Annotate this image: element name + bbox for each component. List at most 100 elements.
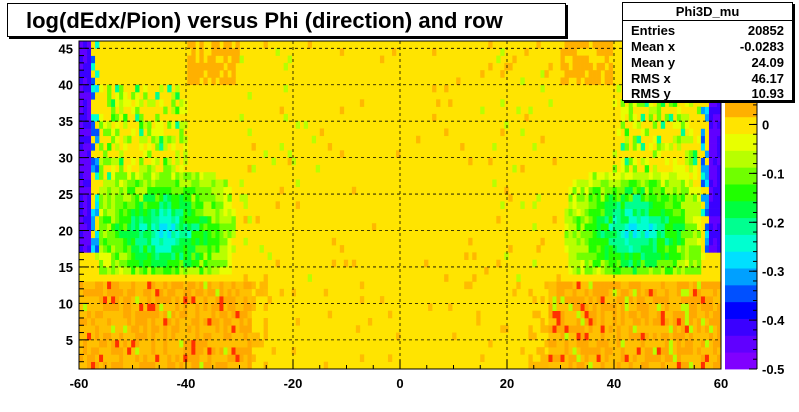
- heatmap-cell: [111, 245, 116, 253]
- heatmap-cell: [652, 303, 658, 311]
- stats-value: 46.17: [751, 71, 784, 86]
- heatmap-cell: [672, 121, 678, 129]
- heatmap-cell: [227, 194, 232, 202]
- heatmap-cell: [155, 266, 160, 275]
- heatmap-cell: [143, 150, 148, 158]
- heatmap-cell: [600, 354, 605, 363]
- heatmap-cell: [91, 41, 96, 49]
- heatmap-cell: [588, 62, 593, 71]
- heatmap-cell: [95, 135, 100, 144]
- heatmap-cell: [155, 245, 160, 253]
- heatmap-cell: [263, 281, 268, 290]
- heatmap-cell: [572, 332, 577, 341]
- palette-swatch: [725, 167, 757, 185]
- heatmap-cell: [692, 245, 698, 253]
- heatmap-cell: [187, 339, 192, 348]
- heatmap-cell: [564, 317, 569, 326]
- heatmap-cell: [179, 237, 184, 246]
- heatmap-cell: [219, 325, 224, 333]
- heatmap-cell: [243, 317, 248, 326]
- heatmap-cell: [684, 332, 690, 341]
- heatmap-cell: [588, 237, 593, 246]
- heatmap-cell: [648, 172, 654, 180]
- heatmap-cell: [684, 325, 690, 333]
- heatmap-cell: [596, 245, 601, 253]
- heatmap-cell: [584, 281, 589, 290]
- heatmap-cell: [592, 281, 597, 290]
- heatmap-cell: [223, 325, 228, 333]
- heatmap-cell: [107, 332, 112, 341]
- heatmap-cell: [628, 201, 634, 209]
- heatmap-cell: [648, 208, 654, 217]
- heatmap-cell: [195, 194, 200, 202]
- heatmap-cell: [628, 325, 634, 333]
- heatmap-cell: [632, 121, 638, 129]
- heatmap-cell: [688, 223, 694, 231]
- heatmap-cell: [323, 288, 329, 297]
- heatmap-cell: [680, 194, 686, 202]
- x-tick-label: 20: [500, 376, 514, 391]
- heatmap-cell: [616, 194, 621, 202]
- heatmap-cell: [576, 62, 581, 71]
- heatmap-cell: [572, 303, 577, 311]
- heatmap-cell: [135, 310, 140, 319]
- heatmap-cell: [672, 252, 678, 260]
- heatmap-cell: [183, 281, 188, 290]
- heatmap-cell: [688, 325, 694, 333]
- heatmap-cell: [588, 186, 593, 195]
- heatmap-cell: [83, 288, 88, 297]
- heatmap-cell: [432, 84, 437, 93]
- heatmap-cell: [199, 325, 204, 333]
- heatmap-cell: [151, 281, 156, 290]
- heatmap-cell: [564, 339, 569, 348]
- heatmap-cell: [644, 317, 650, 326]
- heatmap-cell: [572, 296, 577, 304]
- heatmap-cell: [83, 62, 88, 71]
- heatmap-cell: [107, 354, 112, 363]
- heatmap-cell: [179, 317, 184, 326]
- heatmap-cell: [183, 339, 188, 348]
- heatmap-cell: [564, 303, 569, 311]
- heatmap-cell: [135, 252, 140, 260]
- heatmap-cell: [119, 179, 124, 188]
- heatmap-cell: [624, 164, 630, 173]
- heatmap-cell: [660, 99, 666, 107]
- heatmap-cell: [684, 237, 690, 246]
- heatmap-cell: [139, 339, 144, 348]
- heatmap-cell: [588, 303, 593, 311]
- heatmap-cell: [207, 252, 212, 260]
- heatmap-cell: [520, 164, 525, 173]
- heatmap-cell: [592, 70, 597, 78]
- heatmap-cell: [708, 317, 714, 326]
- x-axis: -60 -40 -20 0 20 40 60: [70, 360, 728, 391]
- heatmap-cell: [191, 41, 196, 49]
- heatmap-cell: [131, 339, 136, 348]
- heatmap-cell: [616, 361, 621, 370]
- heatmap-cell: [572, 223, 577, 231]
- heatmap-cell: [111, 354, 116, 363]
- heatmap-cell: [640, 266, 646, 275]
- heatmap-cell: [143, 310, 148, 319]
- heatmap-cell: [95, 121, 100, 129]
- heatmap-cell: [211, 237, 216, 246]
- heatmap-cell: [572, 41, 577, 49]
- heatmap-cell: [179, 121, 184, 129]
- heatmap-cell: [139, 245, 144, 253]
- heatmap-cell: [700, 215, 706, 224]
- heatmap-cell: [115, 259, 120, 268]
- heatmap-cell: [656, 259, 662, 268]
- heatmap-cell: [159, 325, 164, 333]
- heatmap-cell: [676, 245, 682, 253]
- heatmap-cell: [664, 259, 670, 268]
- heatmap-cell: [111, 296, 116, 304]
- heatmap-cell: [215, 325, 220, 333]
- heatmap-cell: [203, 347, 208, 355]
- heatmap-cell: [712, 150, 718, 158]
- heatmap-cell: [215, 288, 220, 297]
- heatmap-cell: [564, 245, 569, 253]
- heatmap-cell: [183, 310, 188, 319]
- heatmap-cell: [187, 208, 192, 217]
- heatmap-cell: [692, 288, 698, 297]
- heatmap-cell: [139, 354, 144, 363]
- heatmap-cell: [79, 179, 84, 188]
